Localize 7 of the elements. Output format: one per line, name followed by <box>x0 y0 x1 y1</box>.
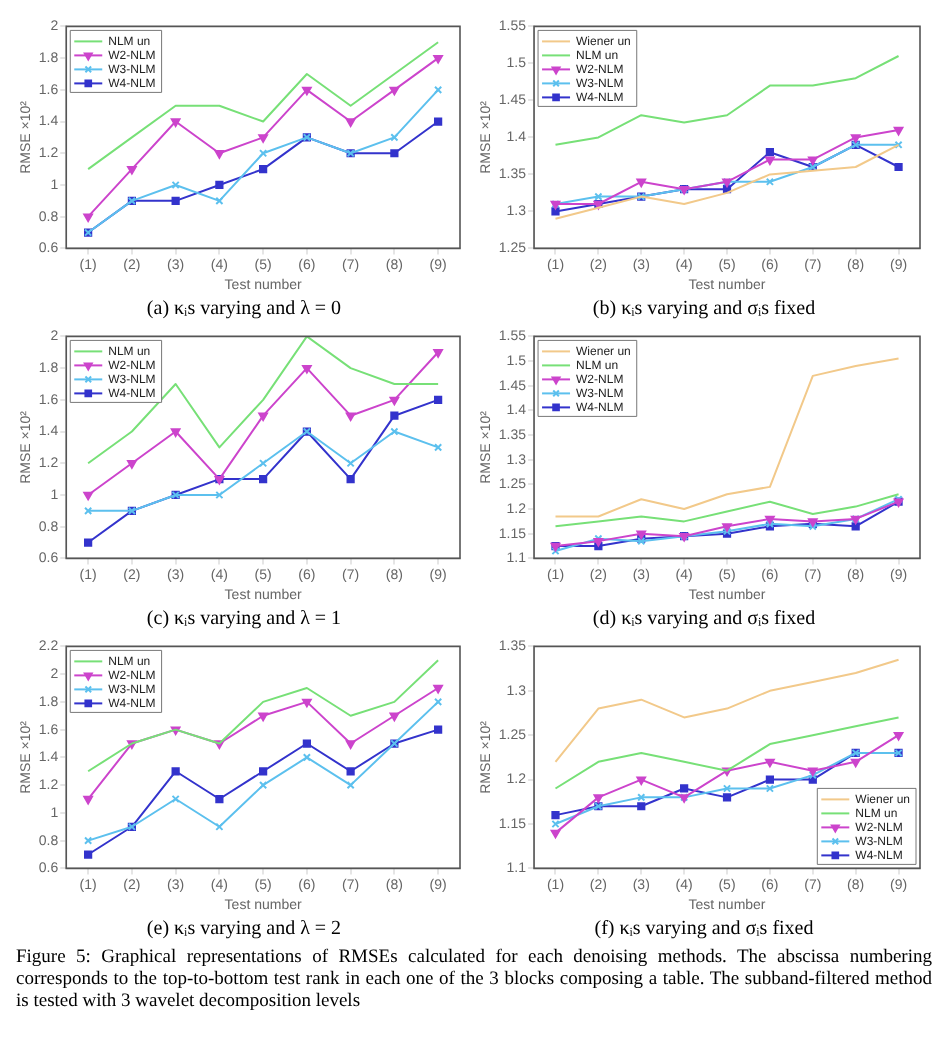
text: (a) κᵢs varying and λ = 0 <box>144 296 344 322</box>
text: (d) κᵢs varying and σᵢs fixed <box>590 606 818 632</box>
text: (f) κᵢs varying and σᵢs fixed <box>592 916 816 942</box>
text: (e) κᵢs varying and λ = 2 <box>144 916 344 942</box>
caption: Figure 5: Graphical representations of RMSEs calculated for each denoising methods. The abscissa numbering corresponds to the top-to-bottom test rank in each one of the 3 blocks composing a table. The subband-filtered method is tested with 3 wavelet decomposition levels <box>16 948 932 1014</box>
text: (b) κᵢs varying and σᵢs fixed <box>590 296 818 322</box>
text: (c) κᵢs varying and λ = 1 <box>144 606 344 632</box>
